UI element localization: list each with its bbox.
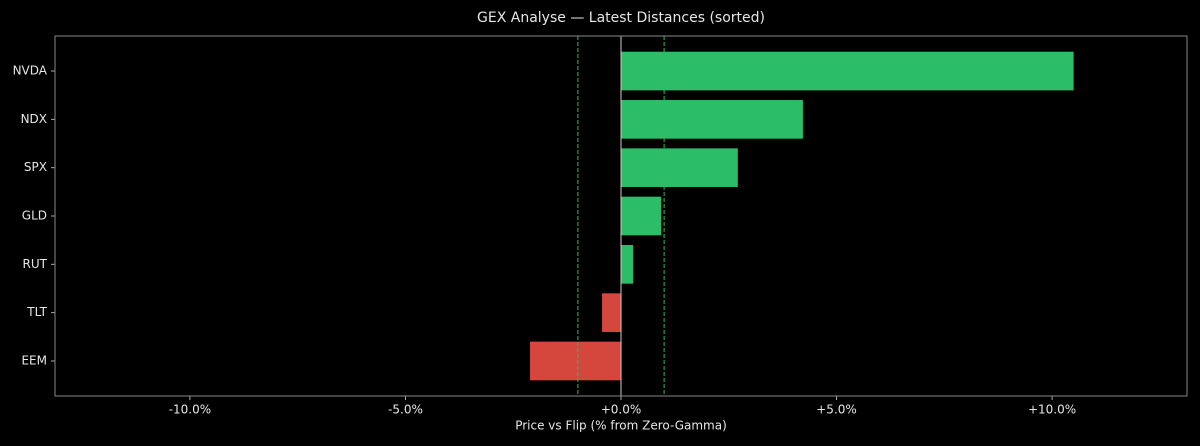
chart-title: GEX Analyse — Latest Distances (sorted) [477, 10, 765, 26]
y-tick-label: TLT [26, 305, 47, 319]
y-tick-label: GLD [22, 209, 47, 223]
x-tick-label: +10.0% [1028, 403, 1076, 417]
x-axis-label: Price vs Flip (% from Zero-Gamma) [515, 419, 727, 433]
y-tick-label: NVDA [13, 64, 48, 78]
y-tick-label: RUT [23, 257, 48, 271]
bar [621, 100, 803, 139]
y-tick-label: EEM [21, 353, 47, 367]
y-tick-label: NDX [21, 112, 47, 126]
x-tick-label: +0.0% [601, 403, 642, 417]
bar [621, 51, 1074, 91]
x-tick-label: +5.0% [816, 403, 857, 417]
bar [621, 244, 634, 284]
bar [621, 196, 662, 236]
y-tick-label: SPX [24, 160, 47, 174]
x-tick-label: -10.0% [169, 403, 211, 417]
plot-frame [54, 35, 1188, 397]
bar [602, 293, 621, 332]
x-tick-label: -5.0% [388, 403, 423, 417]
bar [530, 341, 621, 381]
bar [621, 148, 738, 188]
